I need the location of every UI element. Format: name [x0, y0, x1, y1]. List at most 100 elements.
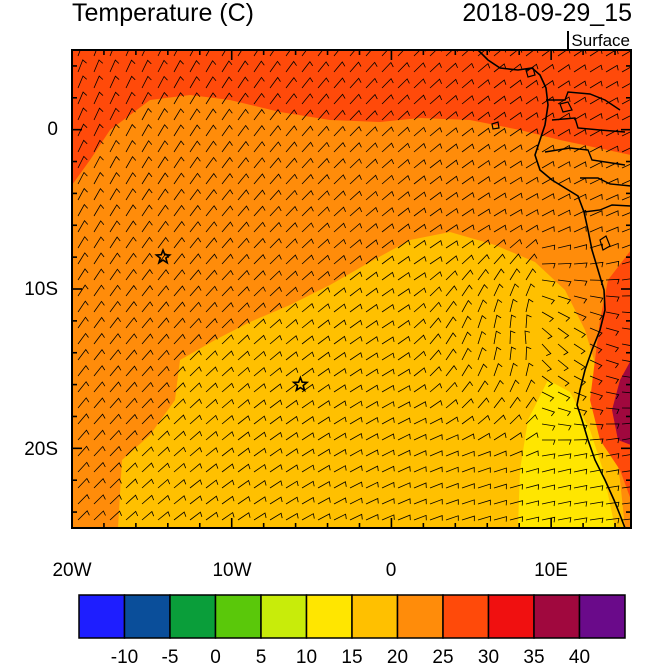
temperature-field-coastal-coldest — [518, 380, 615, 528]
wind-barb — [525, 79, 539, 89]
wind-barb — [157, 317, 170, 329]
wind-barb — [157, 478, 171, 489]
wind-barb — [365, 158, 378, 169]
wind-barb — [205, 334, 218, 345]
wind-barb — [253, 92, 265, 105]
wind-barb — [285, 496, 299, 505]
wind-barb — [285, 93, 298, 105]
wind-barb — [621, 437, 631, 441]
wind-barb — [173, 414, 186, 425]
wind-barb — [461, 433, 475, 441]
wind-barb — [349, 126, 362, 137]
wind-barb — [285, 399, 299, 409]
wind-barb — [301, 93, 314, 105]
wind-barb — [477, 268, 489, 281]
wind-barb — [445, 207, 459, 217]
wind-barb — [77, 75, 87, 89]
wind-barb — [125, 317, 138, 329]
colorbar-box — [305, 594, 353, 639]
wind-barb — [413, 94, 426, 105]
wind-barb — [77, 300, 89, 313]
wind-barb — [557, 244, 572, 251]
wind-barb — [589, 112, 603, 121]
wind-barb — [557, 177, 571, 185]
wind-barb — [397, 94, 410, 105]
wind-barb — [605, 113, 619, 121]
wind-barb — [445, 94, 459, 105]
wind-barb — [397, 401, 411, 409]
wind-barb — [525, 379, 536, 393]
wind-barb — [381, 50, 394, 57]
wind-barb — [93, 268, 105, 281]
wind-barb — [397, 158, 411, 169]
wind-barb — [237, 334, 250, 345]
wind-barb — [301, 238, 314, 249]
wind-barb — [173, 495, 187, 505]
wind-barb — [125, 140, 136, 153]
wind-barb — [589, 80, 603, 89]
wind-barb — [461, 315, 472, 329]
wind-barb — [557, 64, 571, 73]
wind-barb — [109, 236, 121, 249]
wind-barb — [269, 92, 281, 105]
wind-barb — [333, 448, 347, 457]
wind-barb — [477, 192, 491, 201]
wind-barb — [221, 237, 234, 249]
temperature-field-north-band — [72, 50, 631, 185]
wind-barb — [285, 77, 298, 89]
wind-barb — [413, 384, 427, 393]
wind-barb — [493, 298, 503, 313]
wind-barb — [333, 319, 347, 329]
wind-barb — [333, 50, 345, 57]
wind-barb — [285, 335, 299, 345]
wind-barb — [397, 385, 411, 393]
wind-barb — [525, 396, 537, 409]
wind-barb — [349, 352, 363, 361]
wind-barb — [589, 295, 604, 303]
wind-barb — [77, 220, 89, 233]
wind-barb — [381, 304, 395, 313]
wind-barb — [573, 311, 587, 322]
wind-barb — [205, 511, 219, 521]
wind-barb — [173, 237, 186, 249]
wind-barb — [445, 466, 459, 473]
wind-barb — [285, 270, 298, 281]
wind-barb — [109, 494, 122, 505]
wind-barb — [141, 462, 154, 473]
wind-barb — [397, 466, 411, 473]
wind-barb — [589, 407, 604, 415]
wind-barb — [413, 159, 427, 169]
wind-barb — [557, 128, 571, 137]
wind-barb — [589, 226, 603, 233]
wind-barb — [445, 482, 459, 489]
wind-barb — [541, 375, 554, 387]
colorbar-label: -5 — [161, 647, 179, 668]
wind-barb — [173, 317, 186, 329]
wind-barb — [333, 125, 346, 137]
wind-barb — [333, 351, 347, 361]
wind-barb — [557, 209, 571, 217]
wind-barb — [605, 407, 620, 415]
wind-barb — [317, 513, 331, 521]
wind-barb — [477, 347, 487, 361]
wind-barb — [141, 172, 153, 185]
wind-barb — [125, 236, 137, 249]
wind-barb — [301, 254, 314, 265]
wind-barb — [573, 112, 587, 121]
wind-barb — [205, 366, 218, 377]
wind-barb — [109, 172, 121, 185]
wind-barb — [413, 302, 427, 313]
wind-barb — [573, 484, 588, 491]
wind-barb — [509, 330, 516, 345]
wind-barb — [221, 350, 234, 361]
wind-barb — [557, 484, 572, 491]
wind-barb — [413, 498, 427, 505]
wind-barb — [621, 261, 631, 265]
wind-barb — [189, 156, 201, 169]
wind-barb — [157, 446, 170, 457]
colorbar-label: -10 — [110, 647, 139, 668]
wind-barb — [333, 368, 347, 377]
wind-barb — [269, 399, 283, 409]
wind-barb — [429, 482, 443, 489]
wind-barb — [381, 287, 395, 297]
